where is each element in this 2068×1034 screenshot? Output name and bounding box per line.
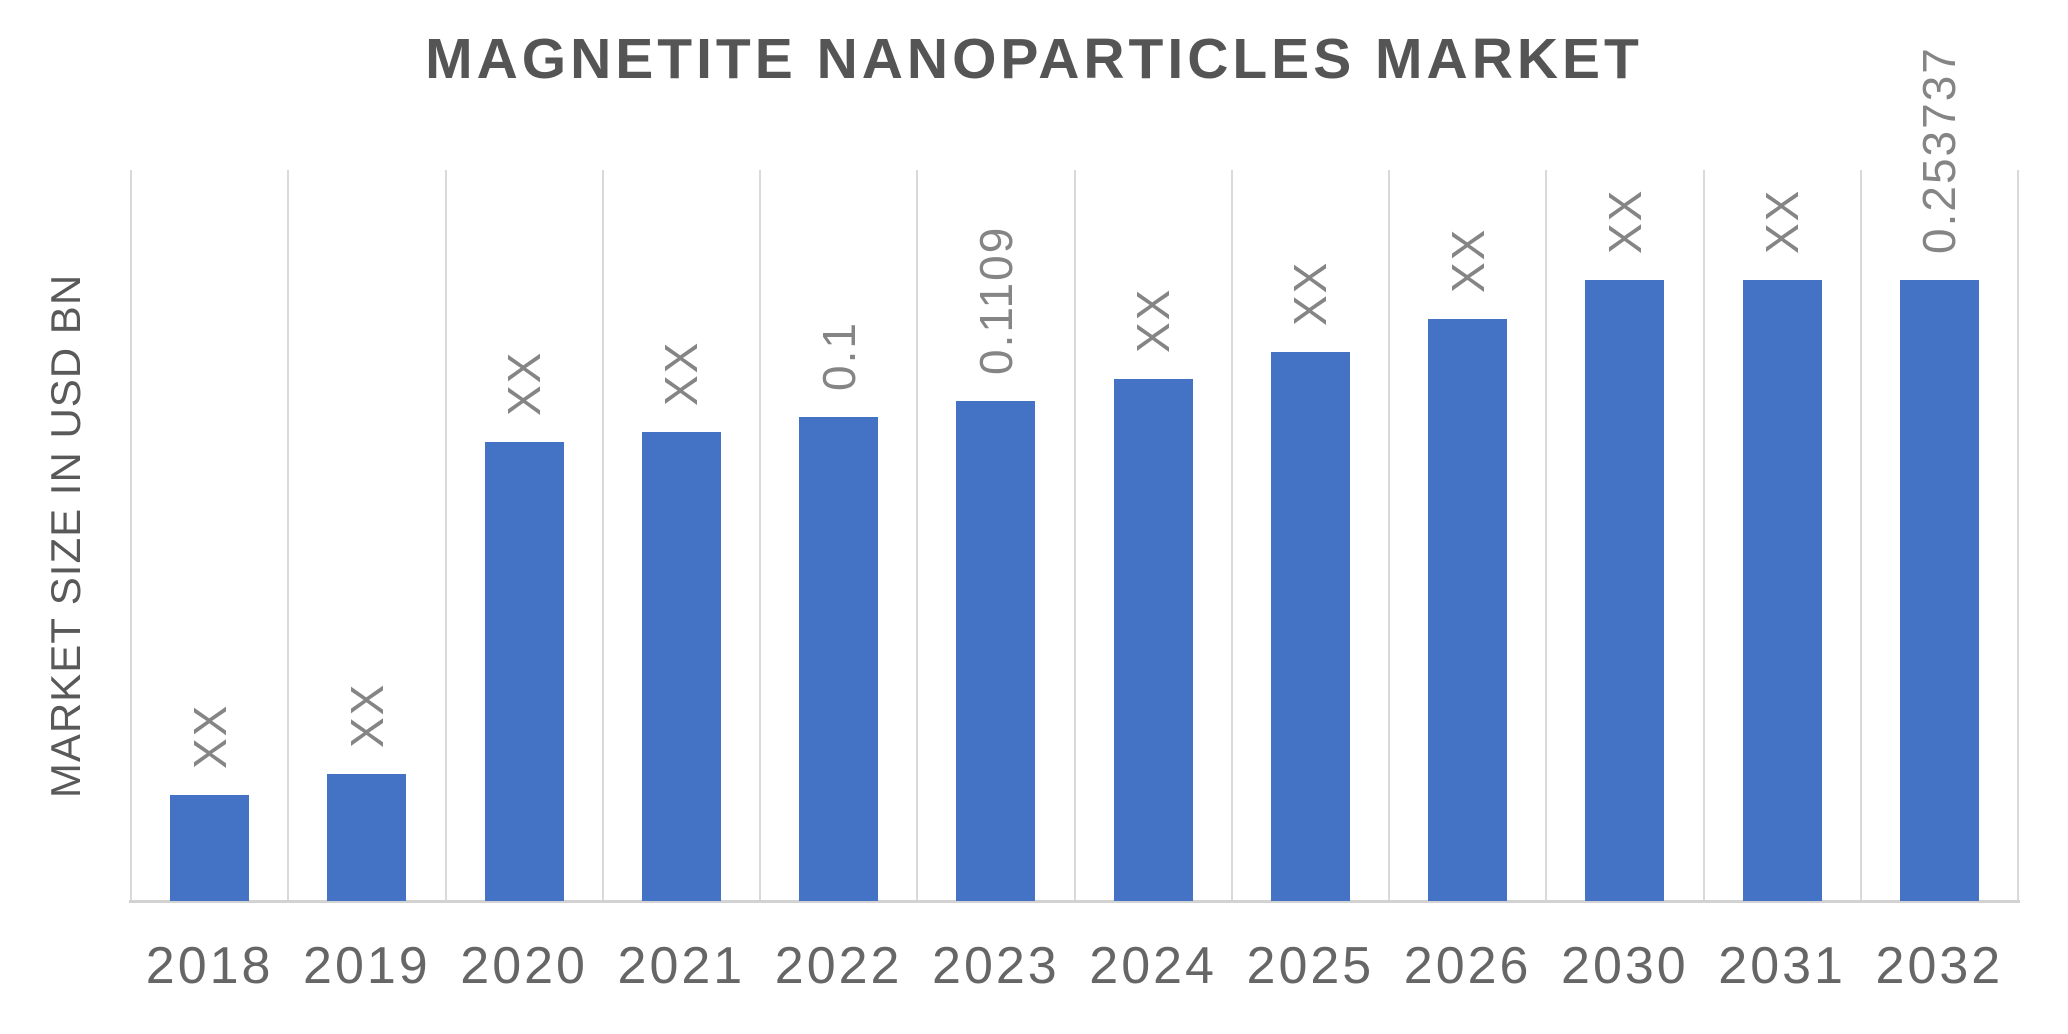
x-axis-line [129,900,2020,903]
bar-data-label-2018: XX [183,703,236,769]
bar-2018 [170,795,250,901]
x-axis-tick-label-2026: 2026 [1403,937,1532,995]
category-gridline [759,170,761,901]
bar-data-label-2030: XX [1598,188,1651,254]
bar-data-label-2024: XX [1127,287,1180,353]
category-gridline [1859,170,1862,901]
bar-2024 [1113,379,1193,901]
bar-data-label-2032: 0.253737 [1913,46,1966,254]
category-gridline [130,170,132,901]
bar-data-label-2031: XX [1756,188,1809,254]
bar-2023 [956,401,1036,901]
x-axis-tick-label-2032: 2032 [1875,937,2004,995]
bar-2030 [1585,280,1665,901]
bar-data-label-2023: 0.1109 [969,225,1022,375]
x-axis-tick-label-2020: 2020 [460,937,588,995]
x-axis-tick-label-2022: 2022 [774,937,903,995]
category-gridline [444,170,447,901]
category-gridline [1388,170,1390,901]
x-axis-tick-label-2023: 2023 [932,937,1060,995]
bar-2022 [799,417,879,901]
category-gridline [916,170,919,901]
y-axis-title: MARKET SIZE IN USD BN [42,273,89,798]
bar-2021 [641,432,721,901]
category-gridline [287,170,290,901]
category-gridline [1545,170,1548,901]
y-axis-title-wrap: MARKET SIZE IN USD BN [20,170,112,901]
x-axis-tick-label-2024: 2024 [1089,937,1217,995]
chart-title: MAGNETITE NANOPARTICLES MARKET [425,27,1643,91]
bar-2026 [1428,319,1508,901]
category-gridline [1073,170,1076,901]
bar-2032 [1899,280,1979,901]
category-gridline [1230,170,1233,901]
x-axis-tick-label-2025: 2025 [1246,937,1375,995]
bar-data-label-2026: XX [1441,227,1494,293]
bar-2019 [327,774,407,901]
bar-2020 [484,442,564,901]
category-gridline [1702,170,1705,901]
bar-data-label-2020: XX [498,350,551,416]
bar-2025 [1270,352,1350,901]
bar-data-label-2022: 0.1 [812,321,865,391]
x-axis-tick-label-2030: 2030 [1561,937,1689,995]
category-gridline [2017,170,2019,901]
bar-data-label-2021: XX [655,340,708,406]
x-axis-tick-label-2019: 2019 [303,937,431,995]
x-axis-tick-label-2018: 2018 [145,937,274,995]
bar-data-label-2019: XX [340,682,393,748]
x-axis-tick-label-2031: 2031 [1718,937,1846,995]
x-axis-tick-label-2021: 2021 [617,937,746,995]
bar-data-label-2025: XX [1284,260,1337,326]
category-gridline [601,170,604,901]
bar-2031 [1742,280,1822,901]
